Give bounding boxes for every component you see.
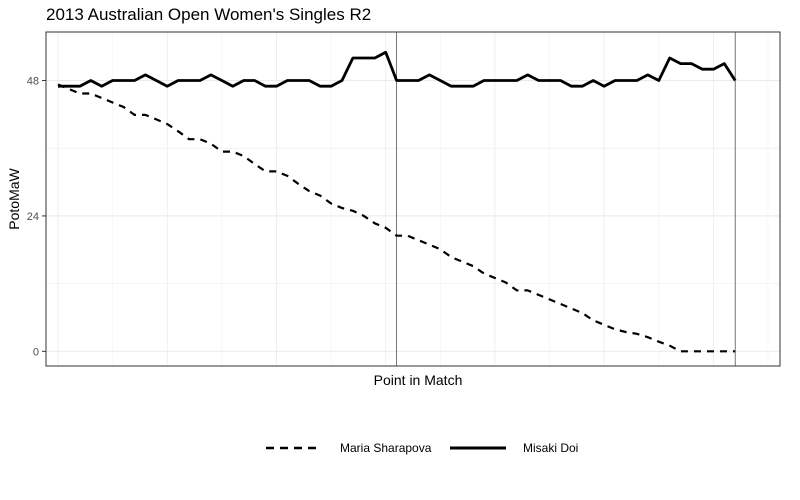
y-tick-label: 0 <box>33 346 39 358</box>
legend: Maria Sharapova Misaki Doi <box>266 441 578 455</box>
plot-panel-border <box>45 31 781 367</box>
legend-label-doi: Misaki Doi <box>523 441 578 455</box>
set-markers <box>396 32 736 366</box>
x-axis-title: Point in Match <box>374 372 463 388</box>
series-lines <box>57 50 737 353</box>
y-tick-label: 48 <box>27 76 39 88</box>
y-axis-title: PotoMaW <box>6 167 22 229</box>
y-axis-ticks: 0 24 48 <box>27 76 46 358</box>
series-line-maria-sharapova <box>57 83 736 353</box>
chart-title: 2013 Australian Open Women's Singles R2 <box>46 5 372 24</box>
series-line-misaki-doi <box>58 50 737 88</box>
y-tick-label: 24 <box>27 211 39 223</box>
legend-label-sharapova: Maria Sharapova <box>340 441 432 455</box>
grid <box>46 32 780 366</box>
